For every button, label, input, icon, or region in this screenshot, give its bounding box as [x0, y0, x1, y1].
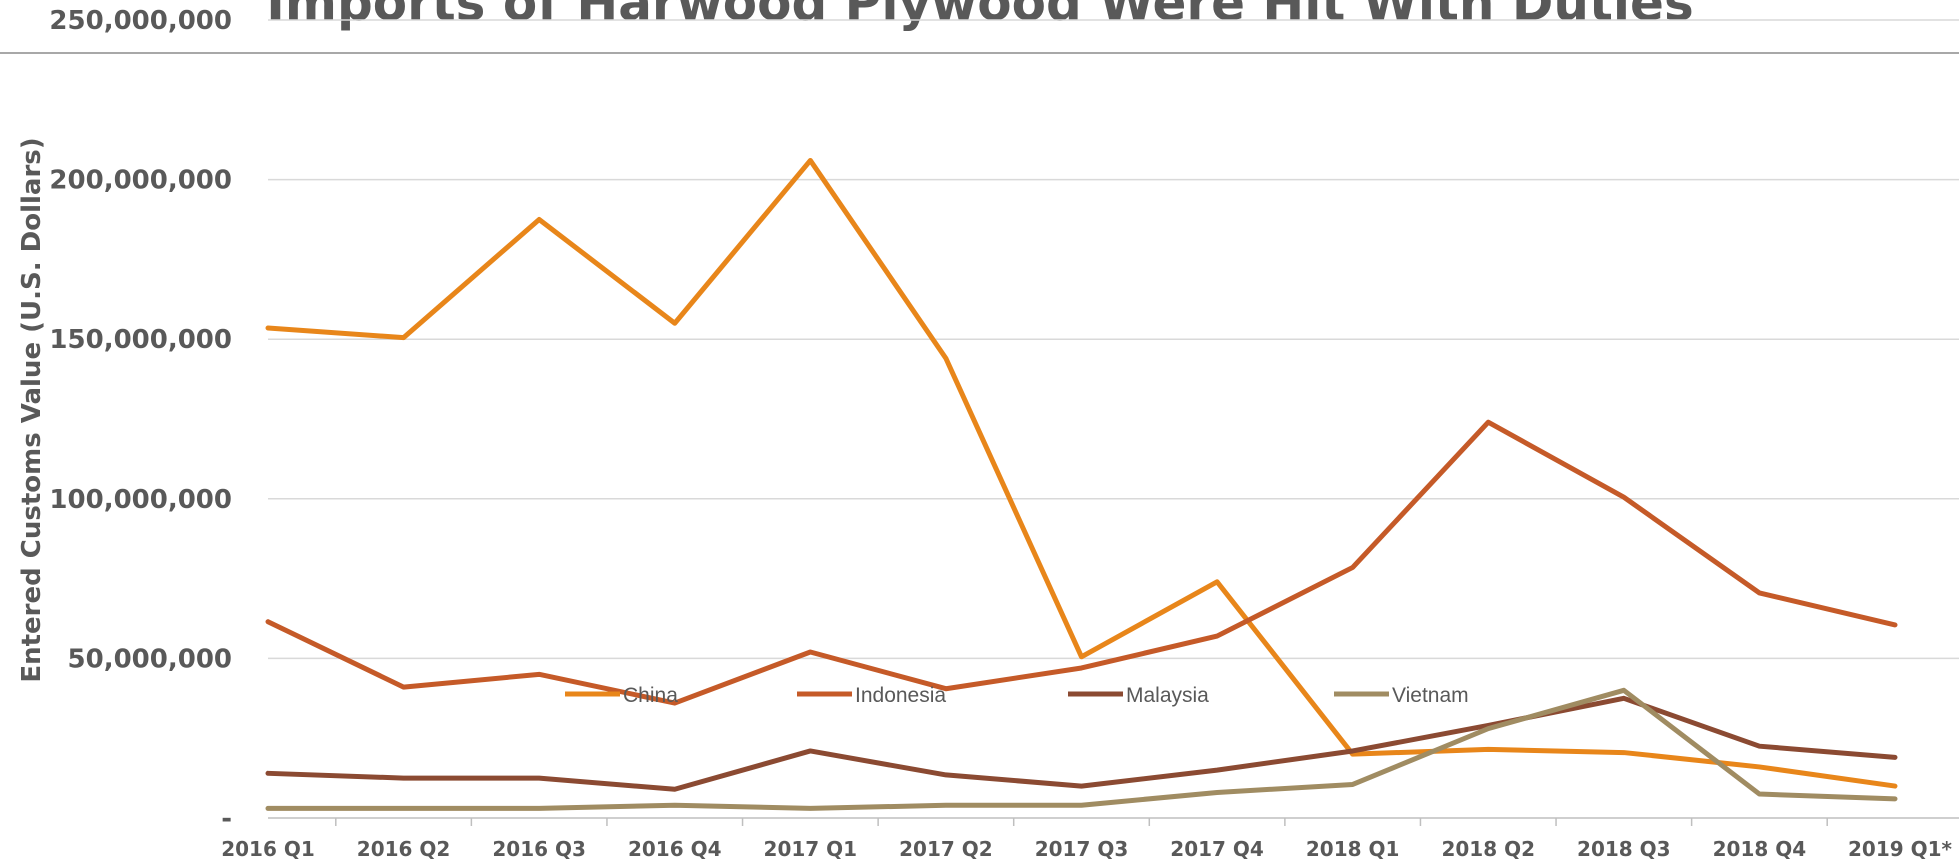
x-tick-label: 2016 Q2	[357, 837, 451, 861]
series-line-vietnam	[265, 687, 1898, 811]
x-axis	[268, 817, 1959, 826]
legend: China Indonesia Malaysia Vietnam	[565, 684, 1469, 707]
y-tick-label: 100,000,000	[49, 485, 232, 515]
y-axis-ticks: - 50,000,000 100,000,000 150,000,000 200,000…	[49, 6, 232, 834]
series-line-malaysia	[265, 695, 1898, 792]
x-tick-label: 2017 Q1	[764, 837, 858, 861]
series-line-indonesia	[265, 419, 1898, 706]
x-tick-label: 2018 Q4	[1713, 837, 1807, 861]
series-lines	[265, 157, 1898, 811]
y-tick-label: 50,000,000	[68, 644, 232, 674]
legend-label-china: China	[623, 684, 678, 707]
legend-label-vietnam: Vietnam	[1392, 684, 1469, 707]
x-tick-label: 2016 Q3	[492, 837, 586, 861]
x-tick-label: 2019 Q1*	[1848, 837, 1953, 861]
x-tick-label: 2018 Q2	[1441, 837, 1535, 861]
y-tick-label: 150,000,000	[49, 325, 232, 355]
y-tick-label: 250,000,000	[49, 6, 232, 36]
x-tick-label: 2017 Q2	[899, 837, 993, 861]
legend-label-malaysia: Malaysia	[1126, 684, 1209, 707]
legend-label-indonesia: Indonesia	[855, 684, 946, 707]
gridlines	[268, 19, 1959, 660]
y-axis-label: Entered Customs Value (U.S. Dollars)	[17, 137, 47, 682]
x-axis-ticks: 2016 Q1 2016 Q2 2016 Q3 2016 Q4 2017 Q1 2017 …	[221, 837, 1952, 861]
y-tick-label: -	[221, 804, 232, 834]
x-tick-label: 2017 Q4	[1170, 837, 1264, 861]
x-tick-label: 2017 Q3	[1035, 837, 1129, 861]
chart-title: Imports of Harwood Plywood Were Hit With…	[266, 0, 1693, 32]
x-tick-label: 2016 Q1	[221, 837, 315, 861]
x-tick-label: 2016 Q4	[628, 837, 722, 861]
series-line-china	[265, 157, 1898, 789]
x-tick-label: 2018 Q1	[1306, 837, 1400, 861]
x-tick-label: 2018 Q3	[1577, 837, 1671, 861]
y-tick-label: 200,000,000	[49, 166, 232, 196]
